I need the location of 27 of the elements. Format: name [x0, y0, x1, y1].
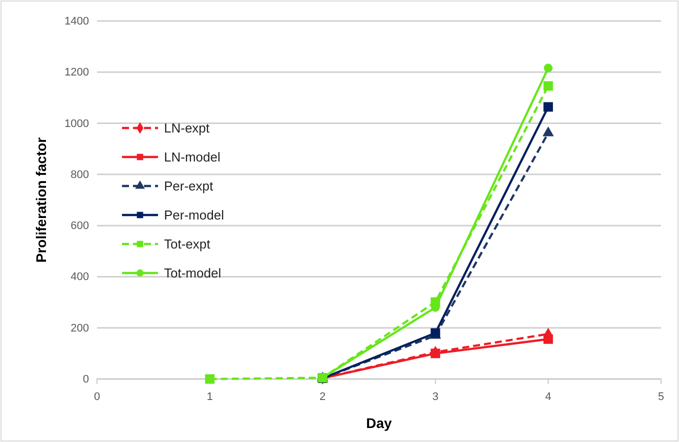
x-tick-label: 5	[658, 391, 664, 404]
legend-label: Per-model	[164, 208, 224, 222]
legend-label: Tot-expt	[164, 236, 211, 252]
x-tick-label: 3	[432, 391, 438, 404]
legend-label: Tot-model	[164, 266, 222, 280]
x-tick-label: 2	[320, 391, 326, 404]
x-tick-label: 0	[94, 391, 100, 404]
point	[430, 348, 440, 358]
legend-label: Per-expt	[164, 178, 214, 194]
y-tick-label: 400	[70, 271, 89, 284]
y-tick-label: 1200	[64, 66, 89, 79]
y-axis-title: Proliferation factor	[33, 136, 49, 263]
point	[543, 102, 553, 112]
x-tick-label: 1	[206, 391, 213, 404]
point	[544, 64, 553, 72]
y-tick-label: 1000	[64, 118, 89, 130]
legend-label: LN-expt	[164, 120, 210, 136]
legend-label: LN-model	[164, 150, 220, 164]
y-tick-label: 1400	[64, 16, 89, 28]
y-tick-label: 0	[82, 374, 89, 386]
y-tick-label: 200	[70, 322, 89, 334]
point	[205, 374, 215, 384]
x-tick-label: 4	[545, 391, 552, 404]
point	[543, 81, 553, 91]
y-tick-label: 800	[70, 168, 89, 181]
x-axis-title: Day	[366, 415, 392, 431]
y-tick-label: 600	[70, 220, 89, 232]
